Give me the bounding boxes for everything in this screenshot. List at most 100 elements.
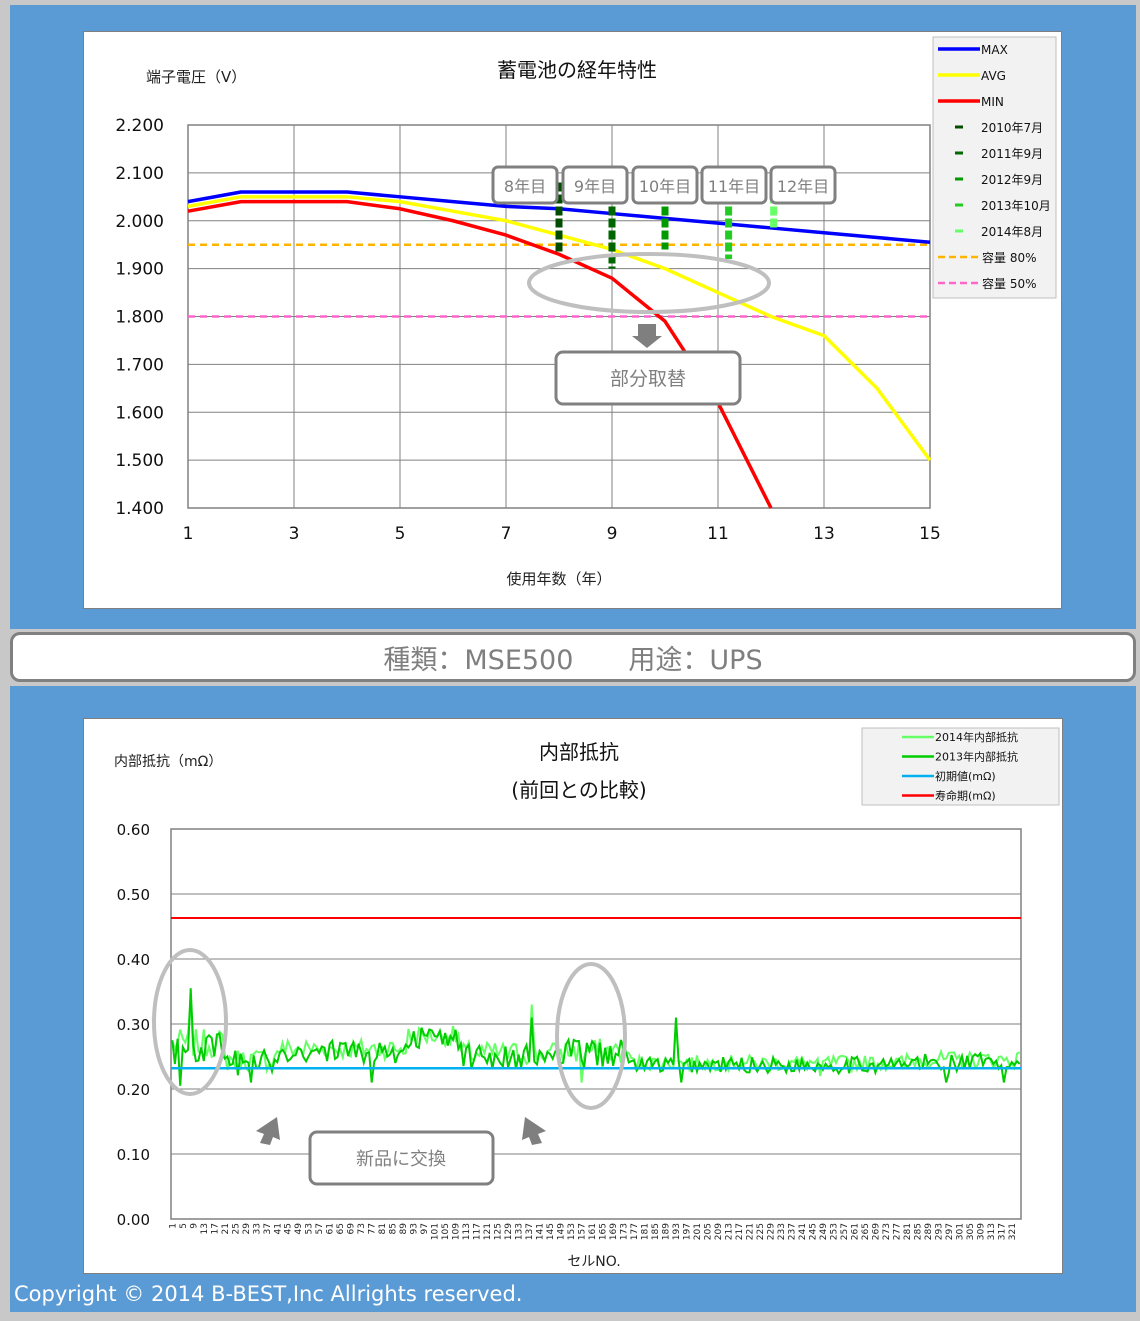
x-tick-label: 13 <box>200 1223 210 1234</box>
x-tick-label: 65 <box>336 1223 346 1234</box>
battery-use-label: 用途：UPS <box>628 644 763 676</box>
y-axis-title: 内部抵抗（mΩ） <box>114 754 222 770</box>
x-tick-label: 281 <box>903 1223 913 1240</box>
annotation-box <box>308 1130 495 1186</box>
battery-info-banner: 種類：MSE500 用途：UPS <box>10 632 1136 682</box>
annotation-box <box>554 350 742 406</box>
x-tick-label: 141 <box>536 1223 546 1240</box>
year-label-box <box>700 165 768 205</box>
down-arrow-icon <box>632 324 662 348</box>
chart-title: 蓄電池の経年特性 <box>497 58 657 82</box>
x-tick-label: 41 <box>273 1223 283 1234</box>
chart-title: 内部抵抗 <box>539 740 619 764</box>
x-tick-label: 177 <box>630 1223 640 1240</box>
x-tick-label: 153 <box>567 1223 577 1240</box>
x-tick-label: 205 <box>703 1223 713 1240</box>
legend-label: 2014年内部抵抗 <box>935 730 1018 744</box>
x-tick-label: 301 <box>955 1223 965 1240</box>
y-tick-label: 0.40 <box>117 951 150 969</box>
x-tick-label: 45 <box>284 1223 294 1234</box>
y-tick-label: 1.600 <box>115 403 164 423</box>
year-label: 10年目 <box>639 177 691 196</box>
x-axis-title: 使用年数（年） <box>506 570 611 588</box>
x-tick-label: 261 <box>850 1223 860 1240</box>
x-tick-label: 133 <box>515 1223 525 1240</box>
y-tick-label: 1.500 <box>115 451 164 471</box>
year-label: 11年目 <box>708 177 760 196</box>
x-tick-label: 273 <box>882 1223 892 1240</box>
x-tick-label: 201 <box>693 1223 703 1240</box>
x-tick-label: 13 <box>813 524 835 544</box>
x-tick-label: 185 <box>651 1223 661 1240</box>
x-tick-label: 161 <box>588 1223 598 1240</box>
legend-box <box>861 727 1060 806</box>
copyright-text: Copyright © 2014 B-BEST,Inc Allrights re… <box>14 1282 523 1306</box>
x-tick-label: 233 <box>777 1223 787 1240</box>
x-tick-label: 213 <box>724 1223 734 1240</box>
battery-type-label: 種類：MSE500 <box>383 644 574 676</box>
x-tick-label: 105 <box>441 1223 451 1240</box>
x-tick-label: 269 <box>871 1223 881 1240</box>
resistance-chart: 内部抵抗（mΩ） 内部抵抗 (前回との比較) セルNO. 0.00 0.10 0.20 0.3… <box>83 718 1063 1274</box>
annotation-text: 部分取替 <box>610 368 686 390</box>
x-tick-label: 125 <box>494 1223 504 1240</box>
legend-label: 2013年内部抵抗 <box>935 750 1018 764</box>
y-tick-label: 0.10 <box>117 1146 150 1164</box>
x-tick-label: 121 <box>483 1223 493 1240</box>
x-tick-label: 61 <box>326 1223 336 1234</box>
x-tick-label: 113 <box>462 1223 472 1240</box>
x-tick-label: 173 <box>620 1223 630 1240</box>
x-tick-label: 241 <box>798 1223 808 1240</box>
legend-label: 2011年9月 <box>981 147 1043 161</box>
x-tick-label: 15 <box>919 524 941 544</box>
x-tick-label: 193 <box>672 1223 682 1240</box>
highlight-ellipse <box>152 948 228 1096</box>
y-tick-label: 0.60 <box>117 821 150 839</box>
x-tick-label: 21 <box>221 1223 231 1234</box>
legend-label: 2010年7月 <box>981 121 1043 135</box>
x-tick-label: 9 <box>189 1223 199 1229</box>
legend-label: 容量 50% <box>982 276 1037 291</box>
x-tick-label: 313 <box>987 1223 997 1240</box>
x-tick-label: 117 <box>473 1223 483 1240</box>
annotation-text: 新品に交換 <box>356 1149 446 1170</box>
x-tick-label: 297 <box>945 1223 955 1240</box>
y-tick-label: 2.000 <box>115 212 164 232</box>
legend-label: 寿命期(mΩ) <box>935 789 996 803</box>
x-tick-label: 1 <box>183 524 194 544</box>
x-tick-label: 181 <box>641 1223 651 1240</box>
x-tick-label: 33 <box>252 1223 262 1234</box>
x-tick-label: 97 <box>420 1223 430 1234</box>
y-tick-label: 0.00 <box>117 1211 150 1229</box>
x-tick-label: 289 <box>924 1223 934 1240</box>
x-tick-label: 5 <box>179 1223 189 1229</box>
x-tick-label: 309 <box>976 1223 986 1240</box>
x-tick-label: 149 <box>557 1223 567 1240</box>
y-tick-label: 1.400 <box>115 499 164 519</box>
x-tick-label: 109 <box>452 1223 462 1240</box>
legend-box <box>932 36 1057 299</box>
x-tick-label: 217 <box>735 1223 745 1240</box>
x-tick-label: 57 <box>315 1223 325 1234</box>
x-tick-label: 49 <box>294 1223 304 1235</box>
x-tick-label: 137 <box>525 1223 535 1240</box>
legend-label: 2014年8月 <box>981 225 1043 239</box>
x-tick-label: 73 <box>357 1223 367 1234</box>
y-axis-title: 端子電圧（V） <box>146 68 246 86</box>
x-tick-label: 53 <box>305 1223 315 1234</box>
legend-label: MAX <box>981 43 1008 57</box>
x-tick-label: 85 <box>389 1223 399 1234</box>
x-tick-label: 25 <box>231 1223 241 1234</box>
x-tick-label: 245 <box>808 1223 818 1240</box>
x-tick-label: 3 <box>289 524 300 544</box>
year-label-box <box>769 165 837 205</box>
chart-subtitle: (前回との比較) <box>511 778 646 802</box>
arrow-icon <box>256 1117 280 1145</box>
x-tick-label: 265 <box>861 1223 871 1240</box>
arrow-icon <box>522 1117 546 1145</box>
year-label-box <box>631 165 699 205</box>
x-tick-label: 221 <box>745 1223 755 1240</box>
y-tick-label: 1.800 <box>115 308 164 328</box>
x-tick-label: 229 <box>766 1223 776 1240</box>
